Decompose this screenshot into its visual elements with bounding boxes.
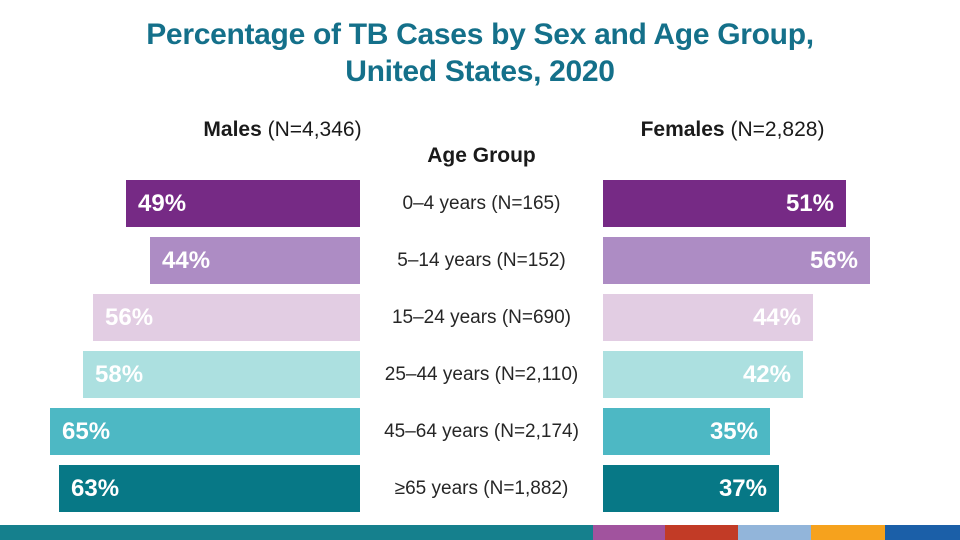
female-bar-value: 44% [752, 303, 801, 331]
female-bar: 44% [603, 294, 813, 341]
footer-segment-dark-blue [885, 525, 960, 540]
female-bar-value: 35% [709, 417, 758, 445]
chart-row: 65% 45–64 years (N=2,174) 35% [0, 408, 960, 455]
footer-segment-teal [0, 525, 593, 540]
males-n-count: (N=4,346) [267, 118, 362, 141]
male-bar-value: 44% [162, 246, 211, 274]
male-bar-value: 65% [62, 417, 111, 445]
chart-row: 56% 15–24 years (N=690) 44% [0, 294, 960, 341]
footer-color-strip [0, 525, 960, 540]
female-bar-value: 37% [718, 474, 767, 502]
male-bar-value: 63% [71, 474, 120, 502]
footer-segment-orange [811, 525, 885, 540]
male-bar: 49% [126, 180, 360, 227]
female-bar: 42% [603, 351, 803, 398]
age-group-label: 45–64 years (N=2,174) [384, 420, 579, 442]
male-bar-value: 49% [138, 189, 187, 217]
title-line2: United States, 2020 [345, 55, 615, 88]
footer-segment-light-blue [738, 525, 811, 540]
female-bar-value: 42% [742, 360, 791, 388]
females-column-header: Females (N=2,828) [505, 118, 960, 142]
age-group-label: 25–44 years (N=2,110) [384, 363, 579, 385]
age-group-label: 15–24 years (N=690) [391, 306, 572, 328]
chart-body: 49% 0–4 years (N=165) 51% 44% 5–14 years… [0, 180, 960, 522]
male-bar-value: 56% [105, 303, 154, 331]
chart-row: 44% 5–14 years (N=152) 56% [0, 237, 960, 284]
footer-segment-red [665, 525, 738, 540]
female-bar: 35% [603, 408, 770, 455]
males-label: Males [203, 118, 262, 141]
females-label: Females [640, 118, 725, 141]
male-bar: 58% [83, 351, 360, 398]
female-bar: 51% [603, 180, 846, 227]
chart-row: 49% 0–4 years (N=165) 51% [0, 180, 960, 227]
male-bar-value: 58% [95, 360, 144, 388]
age-group-label: ≥65 years (N=1,882) [394, 477, 569, 499]
females-n-count: (N=2,828) [730, 118, 825, 141]
male-bar: 63% [59, 465, 360, 512]
page-title: Percentage of TB Cases by Sex and Age Gr… [0, 16, 960, 90]
female-bar: 37% [603, 465, 779, 512]
chart-row: 63% ≥65 years (N=1,882) 37% [0, 465, 960, 512]
title-line1: Percentage of TB Cases by Sex and Age Gr… [146, 18, 814, 51]
males-column-header: Males (N=4,346) [0, 118, 565, 142]
female-bar-value: 56% [809, 246, 858, 274]
age-group-header: Age Group [427, 144, 536, 167]
chart-row: 58% 25–44 years (N=2,110) 42% [0, 351, 960, 398]
female-bar-value: 51% [785, 189, 834, 217]
footer-segment-purple [593, 525, 665, 540]
female-bar: 56% [603, 237, 870, 284]
male-bar: 44% [150, 237, 360, 284]
age-group-label: 0–4 years (N=165) [402, 192, 561, 214]
male-bar: 65% [50, 408, 360, 455]
male-bar: 56% [93, 294, 360, 341]
age-group-label: 5–14 years (N=152) [397, 249, 566, 271]
